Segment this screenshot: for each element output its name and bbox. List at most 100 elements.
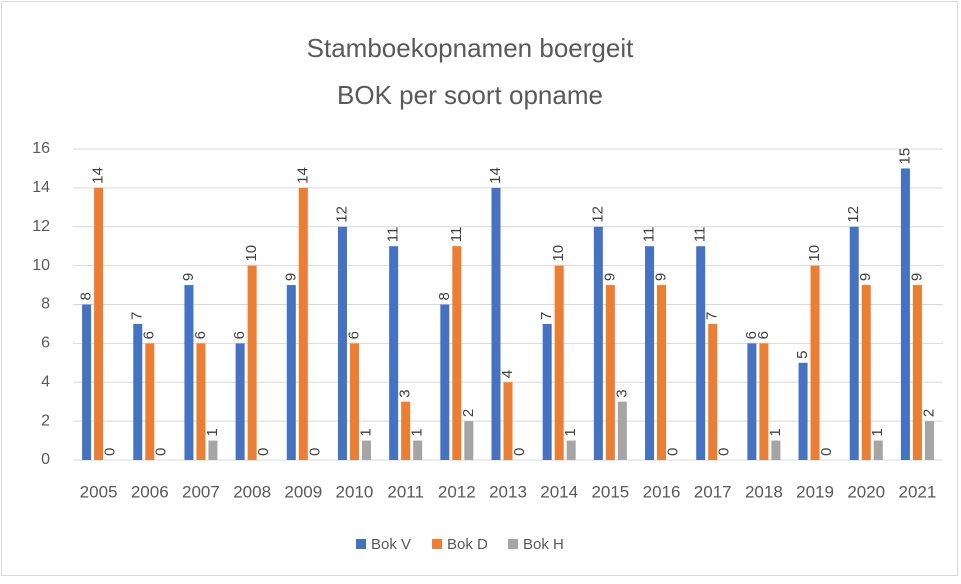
- bar: [696, 246, 706, 460]
- bar: [82, 304, 92, 460]
- data-label: 8: [436, 292, 453, 300]
- data-label: 14: [487, 167, 504, 184]
- bar: [247, 265, 257, 460]
- data-label: 0: [153, 448, 170, 456]
- data-label: 0: [716, 448, 733, 456]
- legend-label: Bok D: [447, 536, 488, 553]
- data-label: 0: [818, 448, 835, 456]
- x-tick-label: 2020: [847, 482, 885, 501]
- data-label: 1: [767, 428, 784, 436]
- bar: [605, 285, 615, 460]
- chart-title: Stamboekopnamen boergeit: [307, 33, 634, 63]
- bar: [145, 343, 155, 460]
- y-tick-label: 12: [32, 218, 50, 235]
- bar: [900, 168, 910, 460]
- bar: [298, 187, 308, 460]
- bar: [413, 440, 423, 460]
- bar: [208, 440, 218, 460]
- data-label: 9: [180, 273, 197, 281]
- bar: [184, 285, 194, 460]
- data-label: 0: [306, 448, 323, 456]
- data-label: 0: [664, 448, 681, 456]
- bar: [566, 440, 576, 460]
- x-tick-label: 2009: [284, 482, 322, 501]
- data-label: 12: [589, 206, 606, 223]
- data-label: 11: [692, 227, 709, 243]
- bar: [542, 323, 552, 460]
- bar: [554, 265, 564, 460]
- legend-swatch: [356, 539, 366, 549]
- x-tick-label: 2017: [694, 482, 732, 501]
- data-label: 7: [704, 312, 721, 320]
- data-label: 6: [192, 331, 209, 339]
- bar: [873, 440, 883, 460]
- bar: [593, 226, 603, 460]
- data-label: 9: [908, 273, 925, 281]
- data-label: 15: [896, 148, 913, 165]
- bar: [401, 401, 411, 460]
- data-label: 0: [102, 448, 119, 456]
- bar: [349, 343, 359, 460]
- x-tick-label: 2019: [796, 482, 834, 501]
- bar: [810, 265, 820, 460]
- y-tick-label: 6: [41, 335, 50, 352]
- data-label: 11: [640, 227, 657, 243]
- x-tick-label: 2008: [233, 482, 271, 501]
- data-label: 8: [78, 292, 95, 300]
- bar: [361, 440, 371, 460]
- data-label: 11: [448, 227, 465, 243]
- data-label: 7: [538, 312, 555, 320]
- data-label: 1: [409, 428, 426, 436]
- chart-subtitle: BOK per soort opname: [337, 80, 603, 110]
- bar: [440, 304, 450, 460]
- bar: [912, 285, 922, 460]
- bar: [657, 285, 667, 460]
- bar: [235, 343, 245, 460]
- bar: [924, 421, 934, 460]
- data-label: 2: [460, 409, 477, 417]
- y-tick-label: 2: [41, 412, 50, 429]
- x-tick-label: 2006: [131, 482, 169, 501]
- y-tick-label: 8: [41, 296, 50, 313]
- bar: [645, 246, 655, 460]
- data-label: 6: [743, 331, 760, 339]
- data-label: 10: [550, 245, 567, 262]
- data-label: 3: [613, 389, 630, 397]
- bar: [337, 226, 347, 460]
- x-tick-label: 2014: [540, 482, 578, 501]
- x-tick-label: 2012: [438, 482, 476, 501]
- data-label: 11: [385, 227, 402, 243]
- x-tick-label: 2018: [745, 482, 783, 501]
- data-label: 1: [204, 428, 221, 436]
- data-label: 0: [255, 448, 272, 456]
- y-tick-label: 14: [32, 179, 50, 196]
- data-label: 10: [806, 245, 823, 262]
- x-tick-label: 2011: [387, 482, 424, 501]
- bar: [389, 246, 399, 460]
- data-label: 9: [282, 273, 299, 281]
- data-label: 7: [129, 312, 146, 320]
- x-tick-label: 2015: [591, 482, 629, 501]
- data-label: 5: [794, 350, 811, 358]
- data-label: 12: [845, 206, 862, 223]
- bar: [747, 343, 757, 460]
- x-tick-label: 2005: [80, 482, 118, 501]
- y-tick-label: 16: [32, 140, 50, 157]
- bar: [464, 421, 474, 460]
- data-label: 0: [511, 448, 528, 456]
- data-label: 6: [141, 331, 158, 339]
- legend-label: Bok V: [371, 536, 411, 553]
- bar: [503, 382, 513, 460]
- x-tick-label: 2010: [336, 482, 374, 501]
- bar: [861, 285, 871, 460]
- data-label: 6: [345, 331, 362, 339]
- bar: [452, 246, 462, 460]
- x-tick-label: 2016: [643, 482, 681, 501]
- legend-label: Bok H: [523, 536, 564, 553]
- bar: [849, 226, 859, 460]
- data-label: 14: [90, 167, 107, 184]
- y-tick-label: 10: [32, 257, 50, 274]
- data-label: 14: [294, 167, 311, 184]
